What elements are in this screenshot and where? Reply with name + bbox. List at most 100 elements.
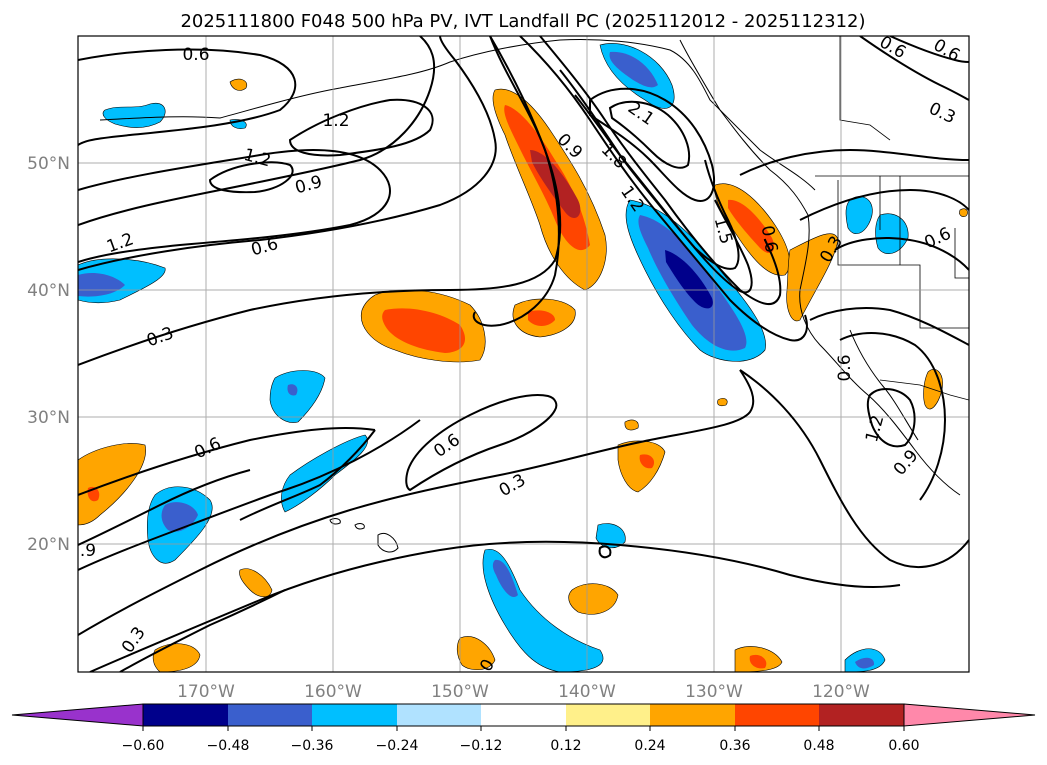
red-area-central-north [382,308,465,353]
alaska-coast [219,38,816,191]
contour-0p6-south-west [78,427,376,496]
positive-shading [78,78,968,672]
colorbar-segment [228,704,312,726]
coastlines [99,38,961,558]
contour-north-top [78,48,297,146]
colorbar-tick-label: 0.60 [888,738,919,754]
blue-area-gulf-alaska-core [609,51,658,88]
contour-south-far [119,589,286,672]
contour-mexico-1p2 [866,388,916,448]
lon-label-140w: 140°W [558,682,616,702]
blue-area-south-central [482,548,604,672]
colorbar-ticks [142,726,905,731]
contour-north-1p2-closed [208,161,294,194]
contour-north-2 [78,36,436,226]
red-area-se-1 [749,654,767,669]
blue-area-se-corner-core [855,657,875,669]
mexico-border [879,379,969,401]
aleutians [99,116,221,121]
contour-label: 0.6 [182,45,209,65]
hawaii-3 [377,533,399,553]
blue-area-trough-core [665,250,713,309]
colorbar-segment [566,704,650,726]
contour-label: 0.6 [835,354,855,381]
latitude-labels: 50°N 40°N 30°N 20°N [27,154,70,555]
contour-label: 0.6 [757,224,781,254]
colorbar-tick-label: −0.60 [122,738,165,754]
contour-1p5-trough [574,94,740,270]
lon-label-170w: 170°W [177,682,235,702]
contour-0p9-sw-lower [78,469,251,546]
contour-0p3-middle [78,369,755,636]
colorbar: −0.60 −0.48 −0.36 −0.24 −0.12 0.12 0.24 … [11,703,1036,754]
orange-area-south-mid [568,583,619,615]
colorbar-segment [397,704,481,726]
colorbar-segment [650,704,735,726]
contour-mexico-0p9 [839,332,947,501]
contour-north-1 [78,149,391,263]
lon-label-120w: 120°W [812,682,870,702]
lat-label-20n: 20°N [27,535,70,555]
longitude-labels: 170°W 160°W 150°W 140°W 130°W 120°W [177,682,870,702]
contour-0p6-mid-ring [405,394,558,492]
colorbar-tick-label: 0.48 [803,738,834,754]
blue-area-southwest-core [161,502,198,532]
hawaii-2 [354,523,365,530]
orange-area-small-dot-1 [624,419,639,431]
contour-label: 1.2 [322,111,349,131]
colorbar-segment [143,704,228,726]
contour-0p3-south [78,419,421,571]
contour-north-1p2-b [288,98,434,157]
colorbar-segment [735,704,819,726]
alaska-border [839,36,891,141]
colorbar-segment [819,704,904,726]
colorbar-segment [312,704,397,726]
contour-mexico-0p6 [809,307,969,346]
colorbar-tick-label: 0.24 [634,738,665,754]
contour-east-0p6 [739,148,969,176]
orange-area-west-25n [78,443,146,526]
colorbar-tick-labels: −0.60 −0.48 −0.36 −0.24 −0.12 0.12 0.24 … [122,738,920,754]
red-area-hawaii-east [639,454,655,469]
colorbar-outline [142,703,905,727]
contour-small-dot [598,545,612,559]
lon-label-160w: 160°W [304,682,362,702]
lon-label-150w: 150°W [431,682,489,702]
orange-area-south-small-2 [152,643,201,672]
orange-area-far-east [959,208,968,217]
orange-area-small-dot-2 [717,398,728,407]
colorbar-tick-label: −0.12 [460,738,503,754]
orange-area-south-small-1 [239,568,273,598]
lat-label-40n: 40°N [27,281,70,301]
lat-label-30n: 30°N [27,408,70,428]
red-area-central-east [528,310,555,326]
contour-2p1-closed [608,100,690,169]
pv-contours [78,36,969,672]
contour-0p3-lower [89,540,901,672]
orange-area-small-dot-3 [229,78,248,91]
contour-0p3-inner [472,36,560,327]
colorbar-tick-label: −0.36 [291,738,334,754]
blue-area-central-30n-core [287,384,298,396]
orange-area-south-small-3 [456,636,496,670]
map-title: 2025111800 F048 500 hPa PV, IVT Landfall… [180,11,865,32]
colorbar-tick-label: −0.24 [376,738,419,754]
blue-area-south-central-core [492,559,518,598]
colorbar-under-triangle [11,703,144,727]
contour-0p6-near-hawaii [239,429,376,521]
bc-coast [679,39,809,216]
lat-label-50n: 50°N [27,154,70,174]
colorbar-tick-label: 0.12 [550,738,581,754]
colorbar-tick-label: 0.36 [719,738,750,754]
blue-area-west-40n-core [78,273,125,297]
map-frame [77,35,970,673]
blue-area-coast-north [845,196,873,234]
contour-east-0p3 [799,188,969,221]
contour-1p8-closed [589,87,715,202]
red-area-coast [728,199,775,253]
colorbar-segment [481,704,566,726]
blue-area-central-30n [269,370,326,423]
colorbar-tick-label: −0.48 [207,738,250,754]
contour-0p6-west [78,36,497,271]
us-west-coast [799,214,961,496]
